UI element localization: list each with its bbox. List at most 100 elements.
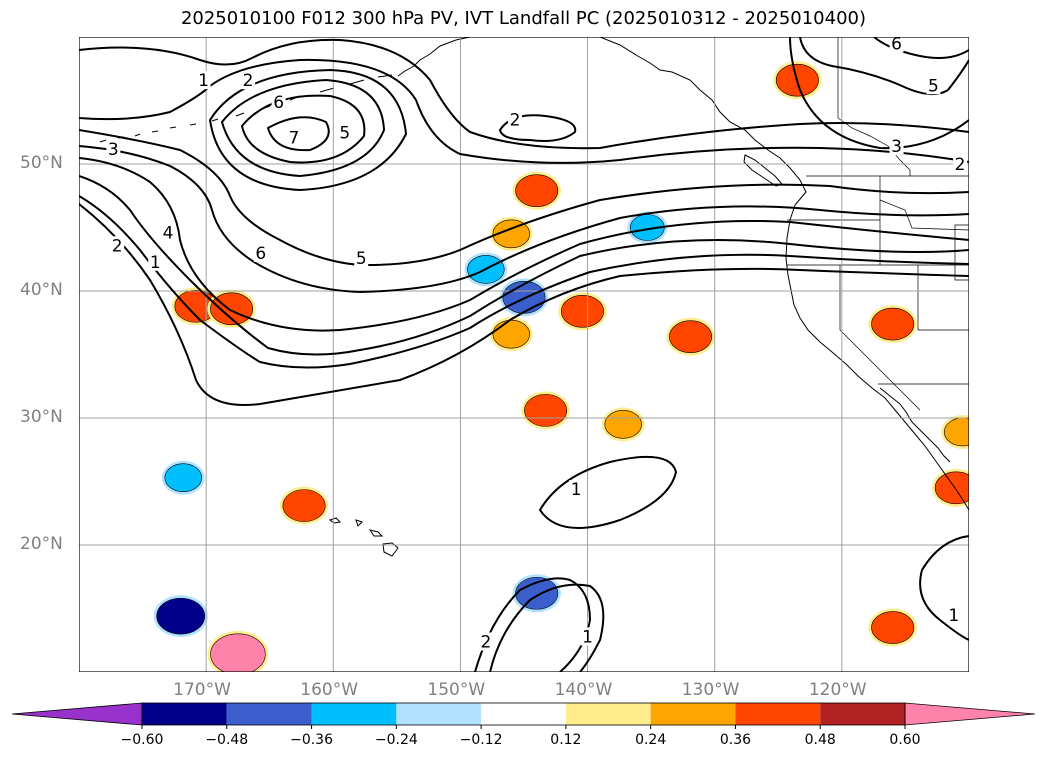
- lon-tick-label: 130°W: [681, 680, 740, 700]
- pv-contour-label: 3: [891, 137, 902, 157]
- colorbar-tick-label: 0.12: [550, 732, 582, 748]
- pv-contour-label: 2: [955, 155, 966, 175]
- lon-tick-label: 160°W: [300, 680, 359, 700]
- ivt-anomaly-region: [871, 307, 915, 341]
- contour-label-bg: [286, 128, 301, 147]
- colorbar-swatch: [311, 703, 397, 725]
- pv-contour-south-e: [79, 195, 969, 369]
- hawaii-islands: [328, 517, 399, 557]
- contour-label-bg: [337, 123, 352, 142]
- ivt-anomaly-region: [210, 292, 254, 326]
- contour-label-bg: [926, 76, 941, 95]
- pv-contour-label: 5: [928, 76, 939, 96]
- pv-contour-label: 2: [480, 633, 491, 653]
- colorbar-extend-low: [11, 702, 143, 726]
- pv-contour-label: 1: [198, 71, 209, 91]
- colorbar-swatch: [142, 703, 227, 725]
- graticule: [79, 37, 969, 672]
- lon-tick-label: 120°W: [808, 680, 867, 700]
- contour-label-bg: [508, 110, 523, 129]
- lon-tick-label: 140°W: [554, 680, 613, 700]
- pv-contour-east-6: [873, 37, 969, 59]
- lon-tick-label: 170°W: [173, 680, 231, 700]
- ivt-anomaly-region: [524, 394, 568, 427]
- contour-label-bg: [580, 627, 595, 646]
- alaska-canada-border: [837, 37, 911, 176]
- political-borders: [787, 37, 969, 411]
- pv-contour-label: 6: [255, 244, 266, 264]
- pv-contour-label: 6: [273, 93, 284, 113]
- pv-contour-south-a: [79, 129, 969, 267]
- pv-contour-main-2: [79, 58, 969, 164]
- colorbar-tick-label: 0.36: [719, 732, 752, 748]
- colorbar-swatch: [481, 703, 566, 725]
- ivt-anomaly-region: [934, 471, 969, 505]
- ivt-anomaly-layer: [153, 61, 969, 672]
- ivt-anomaly-region: [156, 597, 206, 635]
- contour-label-bg: [569, 480, 584, 499]
- colorbar-swatch: [735, 703, 821, 725]
- ivt-anomaly-region: [871, 611, 915, 644]
- ivt-anomaly-region: [669, 320, 713, 354]
- colorbar-tick-label: −0.12: [459, 732, 503, 748]
- pv-contour-label: 2: [510, 111, 521, 131]
- ivt-anomaly-region: [492, 319, 530, 349]
- state-borders: [787, 176, 969, 411]
- colorbar: [11, 702, 1036, 729]
- lon-tick-label: 150°W: [427, 680, 486, 700]
- contour-label-bg: [889, 137, 904, 156]
- contour-label-bg: [253, 243, 268, 262]
- ivt-anomaly-region: [943, 417, 969, 447]
- alaska-coastline: [397, 37, 807, 206]
- pv-contour-6-north: [241, 94, 366, 164]
- colorbar-swatch: [396, 703, 482, 725]
- contour-label-bg: [110, 236, 125, 255]
- ocean-background: [79, 37, 969, 672]
- pv-contour-7: [267, 116, 330, 152]
- pv-contour-east-island: [799, 37, 969, 96]
- colorbar-tick-label: −0.60: [120, 732, 164, 748]
- pv-contour-label: 2: [112, 236, 123, 256]
- chart-title: 2025010100 F012 300 hPa PV, IVT Landfall…: [180, 8, 867, 29]
- ivt-anomaly-region: [164, 463, 202, 492]
- pv-contours: [79, 37, 969, 672]
- contour-label-bg: [106, 139, 121, 158]
- contour-label-bg: [889, 37, 904, 53]
- colorbar-swatch: [226, 703, 312, 725]
- pv-contour-south-f: [79, 203, 969, 406]
- colorbar-tick-label: 0.48: [804, 732, 836, 748]
- lat-tick-label: 20°N: [20, 534, 63, 554]
- contour-label-bg: [161, 223, 175, 242]
- pv-contour-label: 1: [948, 606, 959, 626]
- ivt-anomaly-region: [515, 174, 559, 207]
- colorbar-tick-label: −0.36: [290, 732, 333, 748]
- pv-contour-label: 5: [356, 249, 367, 269]
- pv-contour-label: 5: [339, 123, 350, 143]
- contour-label-bg: [241, 71, 256, 90]
- west-coast-north-america: [785, 204, 969, 511]
- pv-contour-label: 1: [571, 480, 582, 500]
- pv-contour-south-d: [79, 175, 969, 356]
- colorbar-tick-label: 0.60: [889, 732, 921, 748]
- lat-tick-label: 30°N: [20, 407, 63, 427]
- ivt-anomaly-region: [560, 295, 604, 328]
- baja-california: [879, 387, 951, 463]
- pv-contour-label: 7: [288, 128, 299, 148]
- ivt-anomaly-region: [492, 219, 530, 249]
- contour-label-bg: [946, 605, 961, 624]
- ivt-anomaly-region: [604, 410, 642, 439]
- pv-contour-main-1: [79, 38, 969, 150]
- colorbar-tick-label: −0.48: [205, 732, 249, 748]
- pv-contour-label: 3: [108, 140, 119, 160]
- pv-contour-south-c: [79, 157, 969, 332]
- pv-contour-north-island-2: [499, 114, 577, 142]
- pv-contour-label: 1: [582, 627, 593, 647]
- colorbar-swatch: [565, 703, 651, 725]
- colorbar-swatch: [650, 703, 736, 725]
- colorbar-extend-high: [904, 702, 1036, 726]
- pv-contour-5-north: [221, 79, 385, 177]
- ivt-anomaly-region: [282, 489, 326, 522]
- lat-tick-label: 50°N: [20, 153, 63, 173]
- pv-contour-subtropic-1: [539, 455, 677, 529]
